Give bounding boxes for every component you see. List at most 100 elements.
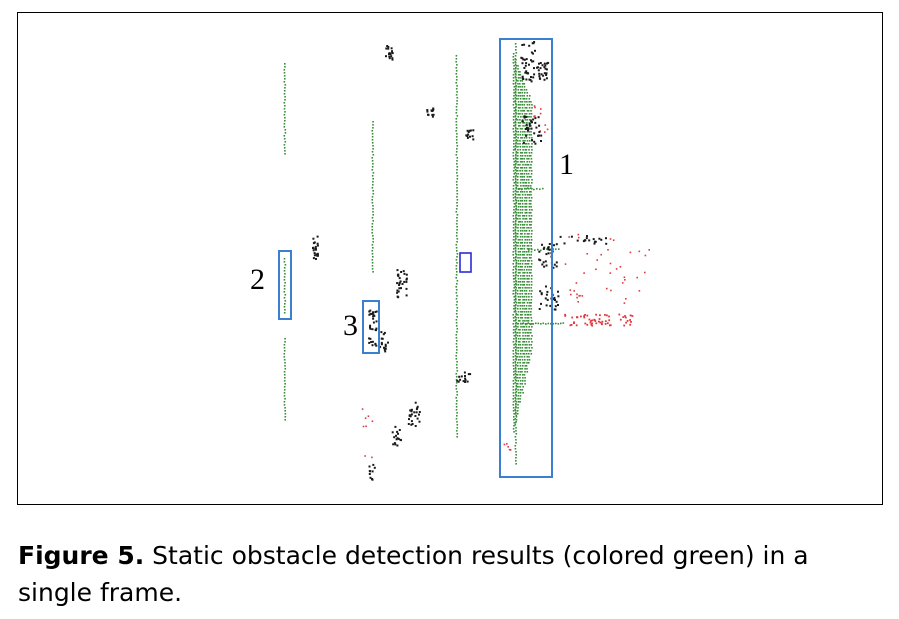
- static-point: [371, 142, 374, 144]
- static-point: [526, 320, 528, 322]
- obstacle-point: [395, 434, 397, 437]
- dynamic-point: [609, 272, 612, 274]
- static-point: [526, 245, 529, 247]
- static-point: [513, 86, 516, 88]
- static-point: [530, 203, 532, 205]
- static-point: [518, 188, 520, 190]
- dynamic-point: [364, 417, 367, 419]
- static-point: [522, 338, 524, 340]
- static-point: [371, 199, 373, 201]
- static-point: [519, 191, 522, 193]
- dynamic-point: [539, 112, 542, 115]
- static-point: [522, 392, 524, 394]
- static-point: [515, 85, 517, 87]
- static-point: [522, 224, 524, 226]
- static-point: [523, 176, 525, 178]
- static-point: [515, 146, 517, 148]
- static-point: [519, 74, 522, 76]
- dynamic-point: [583, 315, 585, 317]
- obstacle-point: [368, 465, 371, 468]
- static-point: [524, 194, 527, 196]
- obstacle-point: [543, 78, 546, 81]
- static-point: [528, 249, 530, 251]
- static-point: [455, 376, 458, 378]
- static-point: [517, 134, 519, 136]
- static-point: [528, 122, 531, 124]
- static-point: [528, 296, 530, 298]
- static-point: [539, 188, 541, 190]
- figure-caption: Figure 5. Static obstacle detection resu…: [18, 537, 888, 611]
- dynamic-point: [576, 293, 578, 296]
- static-point: [512, 428, 515, 430]
- static-point: [513, 212, 515, 214]
- static-point: [522, 332, 524, 334]
- obstacle-point: [396, 282, 399, 285]
- obstacle-point: [372, 463, 375, 466]
- static-point: [514, 355, 517, 357]
- static-point: [521, 128, 523, 130]
- static-point: [528, 209, 531, 211]
- dynamic-point: [604, 323, 607, 325]
- static-point: [512, 365, 515, 367]
- static-point: [515, 317, 517, 319]
- static-point: [522, 322, 525, 324]
- static-point: [515, 421, 517, 423]
- static-point: [514, 203, 517, 205]
- static-point: [284, 66, 286, 68]
- static-point: [524, 155, 526, 157]
- static-point: [514, 436, 517, 438]
- dynamic-point: [577, 233, 580, 236]
- static-point: [456, 64, 458, 66]
- obstacle-point: [538, 258, 541, 261]
- static-point: [531, 335, 533, 337]
- static-point: [512, 191, 515, 193]
- static-point: [517, 386, 519, 388]
- static-point: [371, 268, 374, 270]
- obstacle-point: [372, 317, 375, 320]
- static-point: [522, 116, 524, 118]
- static-point: [523, 191, 526, 193]
- static-point: [524, 101, 526, 103]
- static-point: [517, 305, 519, 307]
- static-point: [515, 292, 517, 294]
- static-point: [519, 134, 522, 136]
- static-point: [283, 108, 286, 110]
- static-point: [371, 229, 374, 231]
- static-point: [518, 287, 520, 289]
- static-point: [513, 335, 516, 337]
- static-point: [515, 188, 517, 190]
- static-point: [514, 55, 517, 57]
- obstacle-point: [387, 341, 389, 344]
- static-point: [512, 332, 515, 334]
- static-point: [283, 359, 286, 361]
- static-point: [517, 161, 519, 163]
- static-point: [525, 308, 528, 310]
- obstacle-point: [396, 444, 399, 447]
- static-point: [512, 293, 514, 295]
- static-point: [519, 209, 522, 211]
- static-point: [524, 347, 527, 349]
- dynamic-point: [564, 313, 566, 316]
- static-point: [526, 272, 528, 274]
- dynamic-point: [608, 319, 611, 322]
- static-point: [530, 281, 533, 283]
- static-point: [512, 251, 515, 253]
- static-point: [456, 172, 458, 174]
- static-point: [517, 167, 519, 169]
- static-point: [527, 173, 530, 175]
- static-point: [513, 134, 515, 136]
- static-point: [284, 368, 287, 370]
- static-point: [521, 173, 523, 175]
- static-point: [456, 394, 458, 396]
- static-point: [530, 245, 532, 247]
- static-point: [517, 209, 519, 211]
- static-point: [372, 235, 374, 237]
- static-point: [517, 350, 519, 352]
- obstacle-point: [394, 425, 397, 428]
- static-point: [515, 182, 517, 184]
- static-point: [512, 200, 515, 202]
- dynamic-point: [575, 324, 578, 327]
- static-point: [523, 275, 526, 277]
- static-point: [514, 43, 517, 45]
- static-point: [528, 218, 531, 220]
